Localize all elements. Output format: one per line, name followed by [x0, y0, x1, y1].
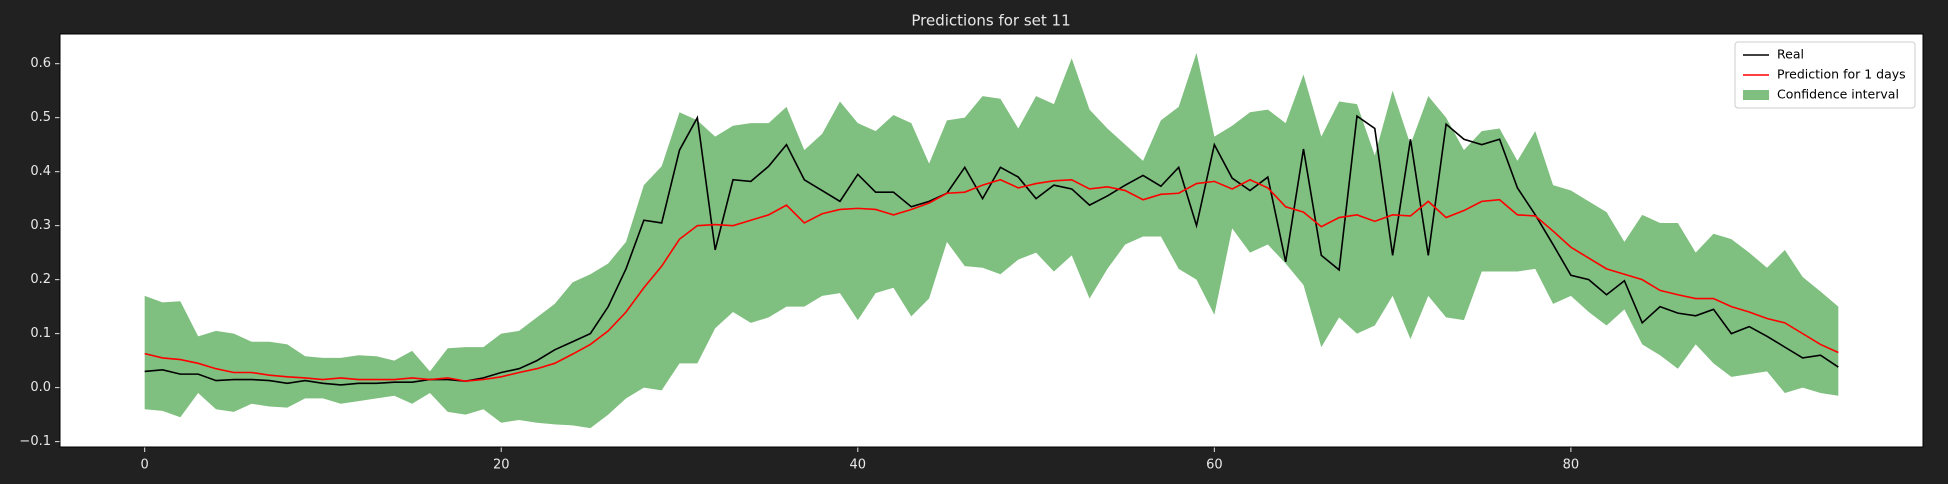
y-tick-label: 0.2 [30, 272, 51, 287]
legend: Real Prediction for 1 days Confidence inte… [1734, 41, 1916, 109]
y-tick-label: 0.6 [30, 56, 51, 71]
chart-title: Predictions for set 11 [911, 12, 1070, 30]
legend-label: Confidence interval [1777, 87, 1899, 102]
y-tick-label: 0.3 [30, 218, 51, 233]
x-tick-label: 80 [1563, 458, 1580, 473]
x-tick-label: 20 [493, 458, 510, 473]
y-tick-label: 0.1 [30, 326, 51, 341]
y-tick-label: 0.4 [30, 164, 51, 179]
y-tick-label: 0.5 [30, 110, 51, 125]
x-tick-label: 60 [1206, 458, 1223, 473]
x-tick-label: 0 [141, 458, 149, 473]
y-tick-label: −0.1 [19, 434, 51, 449]
legend-label: Real [1777, 47, 1804, 62]
confidence-band [144, 52, 1839, 429]
plot-frame [59, 33, 1924, 448]
legend-label: Prediction for 1 days [1777, 67, 1906, 82]
x-tick-label: 40 [850, 458, 867, 473]
legend-box [1734, 41, 1916, 109]
series-line [144, 178, 1839, 382]
legend-swatch [1743, 90, 1769, 100]
y-tick-label: 0.0 [30, 380, 51, 395]
